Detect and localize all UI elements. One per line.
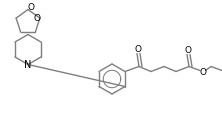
Text: N: N bbox=[24, 60, 32, 70]
Text: O: O bbox=[28, 3, 34, 12]
Text: O: O bbox=[185, 46, 192, 55]
Text: O: O bbox=[200, 67, 206, 76]
Text: O: O bbox=[135, 45, 142, 54]
Text: O: O bbox=[33, 14, 40, 22]
